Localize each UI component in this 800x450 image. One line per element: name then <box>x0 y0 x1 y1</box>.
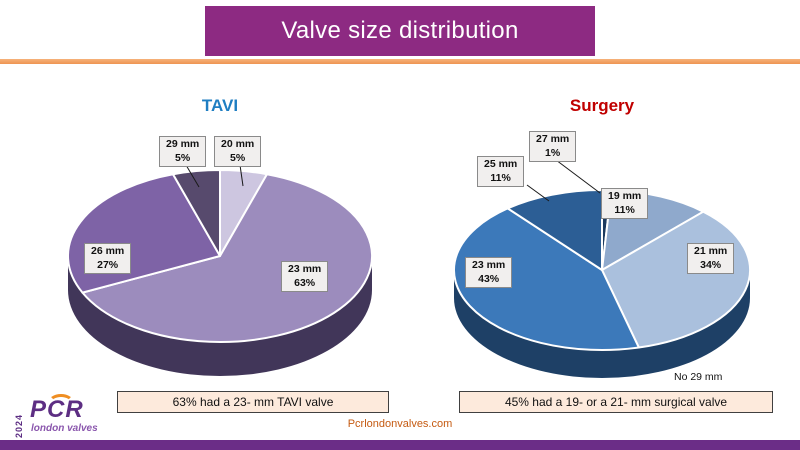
valve-size-text: 19 mm <box>608 190 642 202</box>
valve-size-text: 27 mm <box>536 133 570 145</box>
pcr-london-valves-logo: 2024 PCR london valves <box>14 394 134 442</box>
surgery-label-23mm: 23 mm 43% <box>465 257 513 289</box>
website-link: Pcrlondonvalves.com <box>347 418 453 430</box>
no-29mm-note: No 29 mm <box>674 371 723 383</box>
logo-arc-icon <box>48 394 74 412</box>
valve-pct-text: 63% <box>294 276 316 289</box>
surgery-chart-title: Surgery <box>569 96 635 115</box>
valve-size-text: 26 mm <box>91 245 125 257</box>
surgery-label-21mm: 21 mm 34% <box>687 243 735 275</box>
valve-pct-text: 5% <box>230 151 246 164</box>
valve-pct-text: 11% <box>614 203 635 216</box>
bottom-accent-bar <box>0 440 800 450</box>
surgery-label-27mm: 27 mm 1% <box>529 131 577 163</box>
valve-size-text: 21 mm <box>694 245 728 257</box>
valve-pct-text: 11% <box>490 171 511 184</box>
valve-pct-text: 34% <box>700 258 722 271</box>
slide-title-bar: Valve size distribution <box>205 6 595 56</box>
valve-size-text: 23 mm <box>288 263 322 275</box>
tavi-label-23mm: 23 mm 63% <box>281 261 329 293</box>
valve-pct-text: 5% <box>175 151 191 164</box>
surgery-label-19mm: 19 mm 11% <box>601 188 649 220</box>
logo-subtitle-text: london valves <box>31 423 98 434</box>
valve-size-text: 20 mm <box>221 138 255 150</box>
valve-pct-text: 1% <box>545 146 561 159</box>
tavi-caption-box: 63% had a 23- mm TAVI valve <box>117 391 389 413</box>
tavi-chart-title: TAVI <box>201 96 239 115</box>
tavi-label-20mm: 20 mm 5% <box>214 136 262 168</box>
valve-pct-text: 27% <box>97 258 119 271</box>
page-title: Valve size distribution <box>281 17 519 44</box>
valve-size-text: 29 mm <box>166 138 200 150</box>
accent-divider-line <box>0 59 800 64</box>
logo-year-text: 2024 <box>14 413 24 438</box>
tavi-label-29mm: 29 mm 5% <box>159 136 207 168</box>
valve-pct-text: 43% <box>478 272 500 285</box>
valve-size-text: 23 mm <box>472 259 506 271</box>
surgery-label-25mm: 25 mm 11% <box>477 156 525 188</box>
surgery-caption-box: 45% had a 19- or a 21- mm surgical valve <box>459 391 773 413</box>
valve-size-text: 25 mm <box>484 158 518 170</box>
tavi-label-26mm: 26 mm 27% <box>84 243 132 275</box>
